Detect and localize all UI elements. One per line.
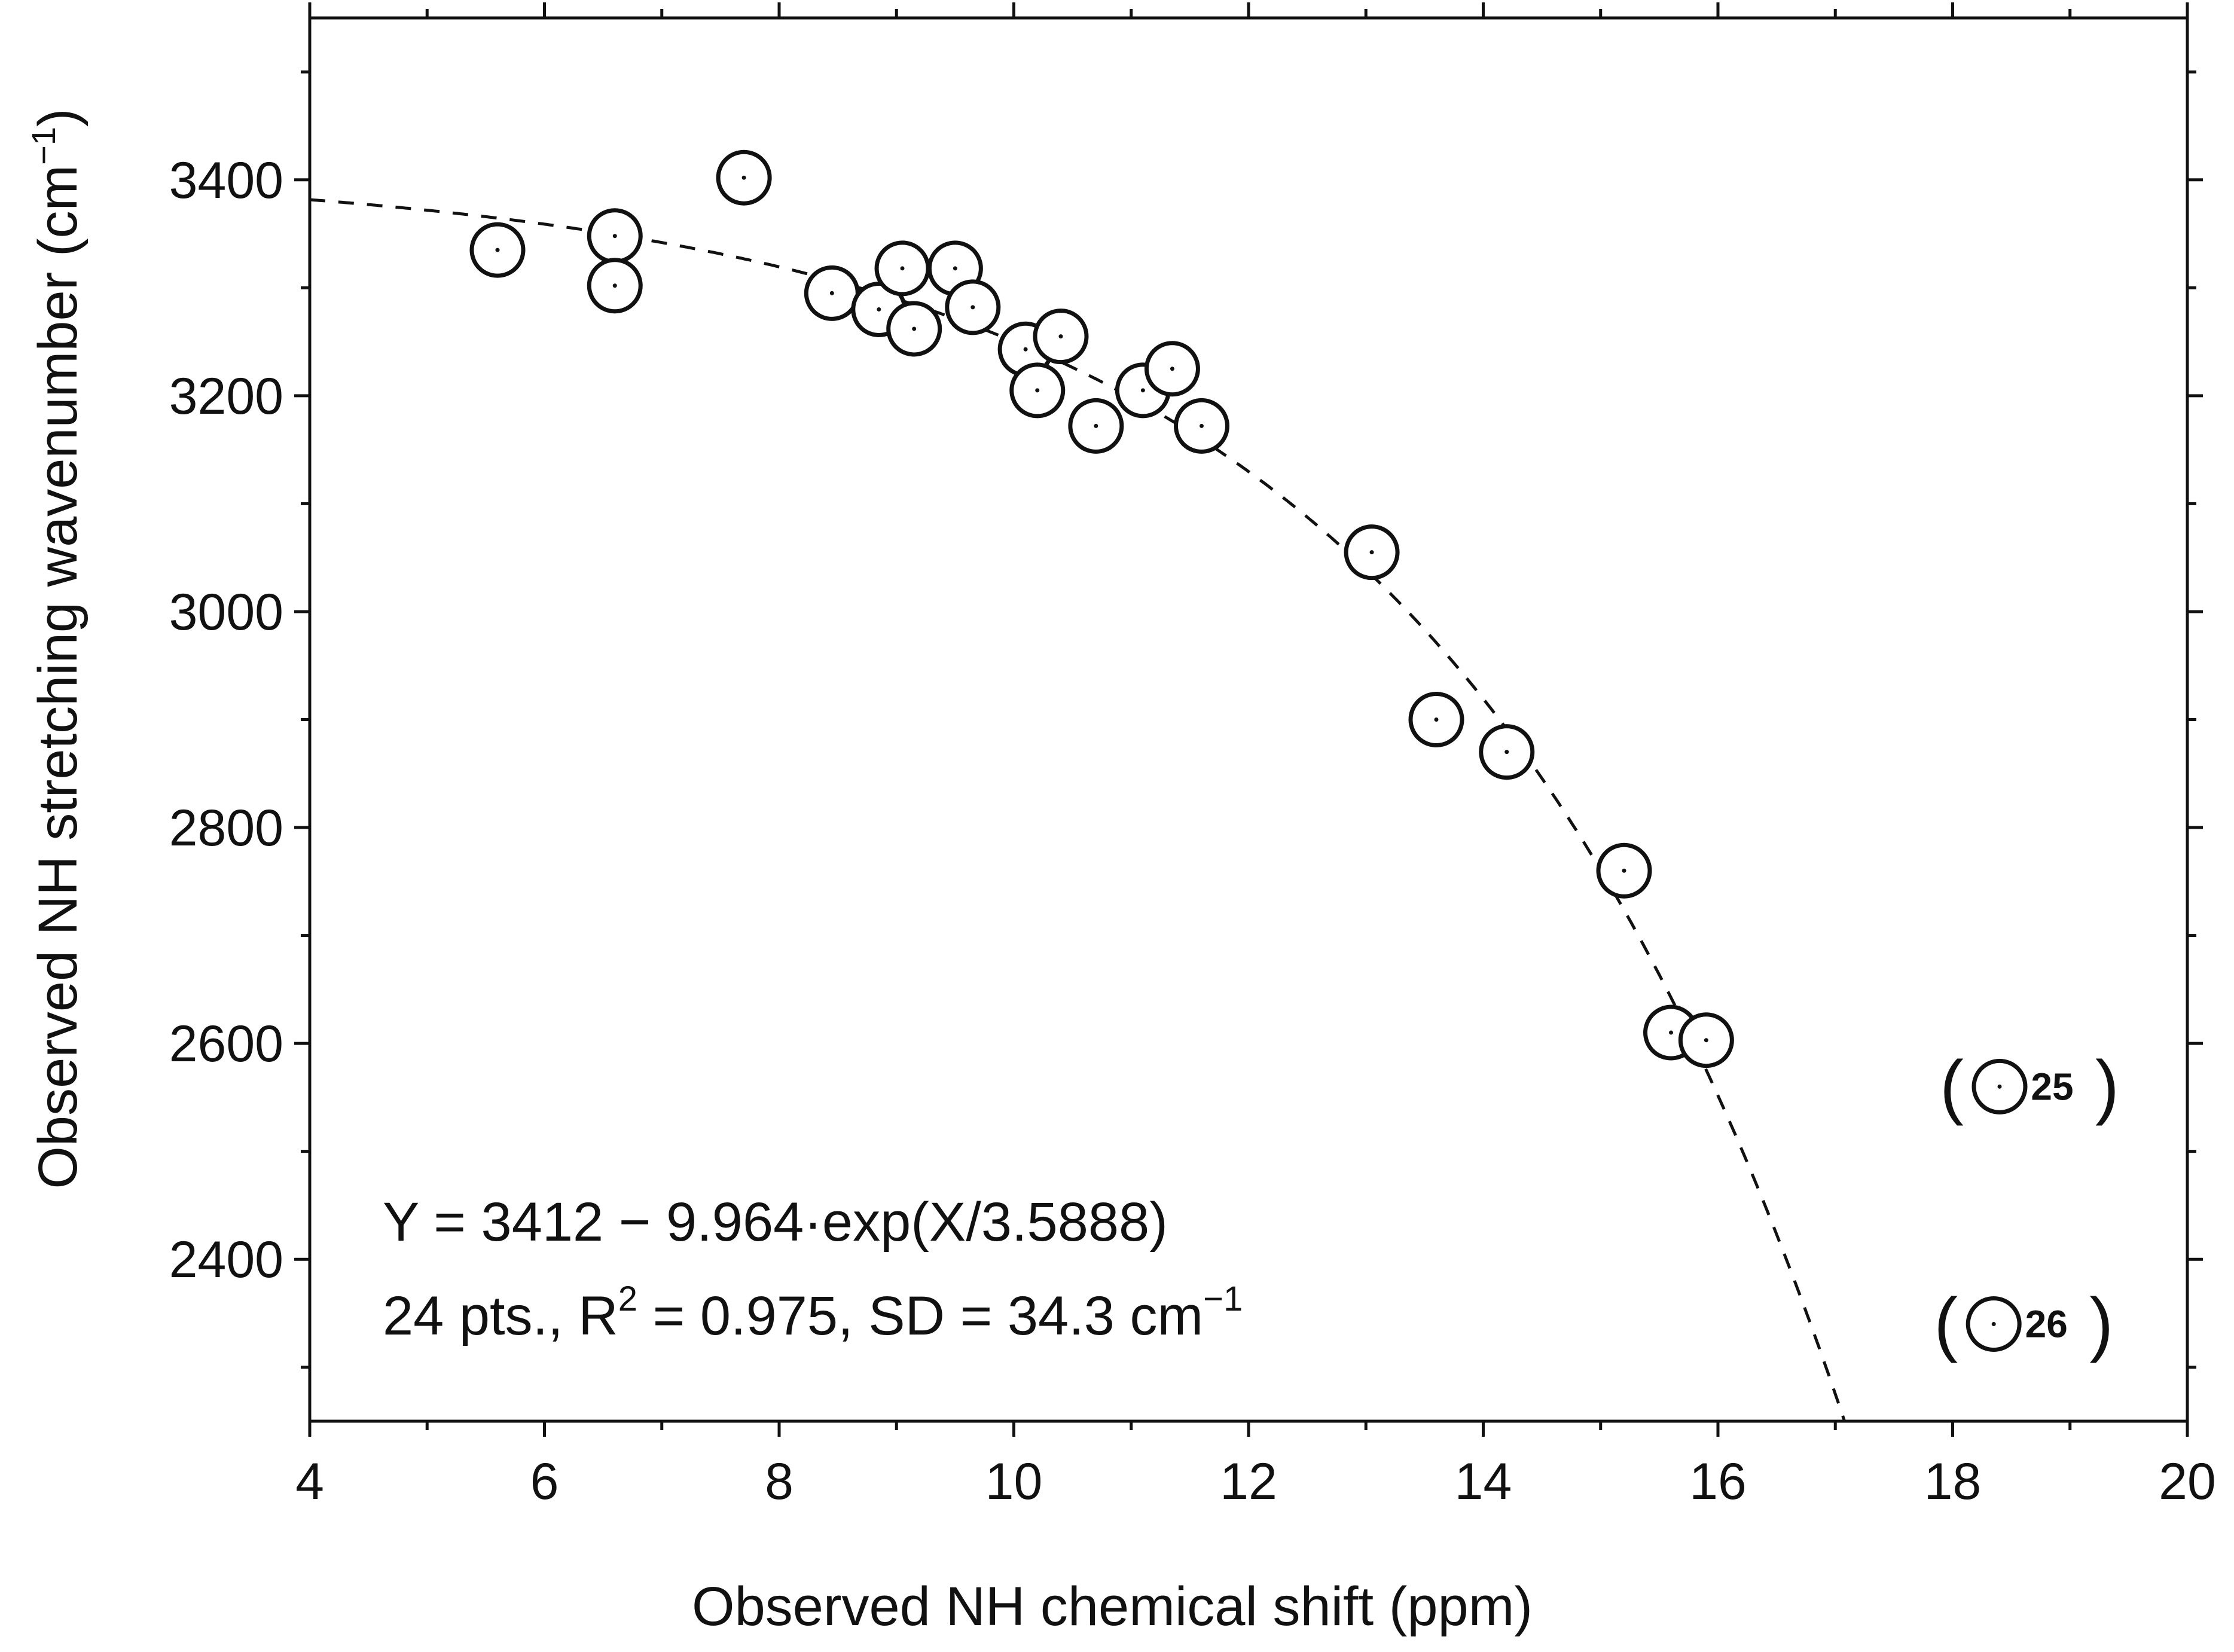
data-point-center [912, 326, 917, 331]
x-tick-label: 20 [2159, 1453, 2216, 1510]
y-tick-label: 2800 [169, 799, 283, 857]
x-tick-label: 10 [985, 1453, 1043, 1510]
data-point-center [1704, 1038, 1708, 1043]
x-tick-label: 16 [1689, 1453, 1747, 1510]
data-point-center [877, 307, 881, 312]
data-point-center [741, 175, 746, 180]
x-tick-label: 14 [1455, 1453, 1512, 1510]
y-axis-title: Observed NH stretching wavenumber (cm−1) [25, 108, 88, 1189]
outlier-paren-close: ) [2095, 1046, 2119, 1126]
data-point-center [1170, 367, 1174, 371]
outlier-paren-close: ) [2089, 1284, 2113, 1364]
x-tick-label: 4 [295, 1453, 324, 1510]
y-axis-title-sup: −1 [25, 127, 62, 165]
data-point-center [1200, 423, 1204, 428]
fit-stats-rest: = 0.975, SD = 34.3 cm [637, 1285, 1203, 1346]
fit-equation: Y = 3412 − 9.964·exp(X/3.5888) [383, 1192, 1168, 1253]
outlier-paren-open: ( [1934, 1284, 1958, 1364]
y-tick-label: 2400 [169, 1231, 283, 1288]
fit-layer [309, 198, 1847, 1422]
y-tick-label: 3400 [169, 152, 283, 209]
y-axis-title-close: ) [28, 108, 88, 127]
points-layer [469, 149, 2028, 1352]
data-point-center [829, 291, 834, 295]
fit-stats: 24 pts., R2 = 0.975, SD = 34.3 cm−1 [383, 1280, 1243, 1346]
data-point-center [1504, 750, 1509, 755]
data-point-center [1369, 550, 1374, 555]
x-tick-label: 8 [765, 1453, 794, 1510]
data-point-center [612, 234, 617, 239]
fit-curve [309, 198, 1847, 1422]
data-point-center [1058, 334, 1063, 339]
outlier-label: 25 [2031, 1065, 2073, 1108]
data-point-center [900, 266, 905, 271]
data-point-center [1669, 1030, 1673, 1035]
data-point-center [970, 305, 975, 310]
x-tick-label: 18 [1924, 1453, 1982, 1510]
outlier-label: 26 [2025, 1303, 2068, 1346]
data-point-center [1035, 388, 1040, 393]
data-point-center [1622, 868, 1626, 873]
outlier-point-center [1997, 1084, 2002, 1089]
plot-frame [308, 16, 2189, 1423]
x-tick-label: 12 [1220, 1453, 1277, 1510]
y-tick-label: 2600 [169, 1015, 283, 1073]
y-tick-label: 3000 [169, 584, 283, 641]
fit-stats-r-sup: 2 [618, 1280, 637, 1318]
outlier-labels: (25) (26) [1934, 1046, 2119, 1363]
data-point-center [612, 283, 617, 288]
data-point-center [1434, 717, 1439, 722]
outlier-paren-open: ( [1940, 1046, 1964, 1126]
fit-stats-points: 24 pts., R [383, 1285, 618, 1346]
x-axis-title: Observed NH chemical shift (ppm) [692, 1576, 1533, 1637]
outlier-point-center [1991, 1322, 1996, 1327]
data-point-center [953, 266, 957, 271]
data-point-center [1023, 347, 1028, 352]
data-point-center [495, 248, 500, 252]
fit-stats-unit-sup: −1 [1203, 1280, 1243, 1318]
ticks-layer: 4 6 8 10 12 14 16 18 20 2400 2600 2800 3000 3200 3400 [169, 2, 2216, 1510]
y-axis-title-main: Observed NH stretching wavenumber (cm [28, 165, 88, 1189]
data-point-center [1094, 423, 1098, 428]
x-tick-label: 6 [530, 1453, 559, 1510]
y-tick-label: 3200 [169, 368, 283, 425]
data-point-center [1140, 388, 1145, 393]
